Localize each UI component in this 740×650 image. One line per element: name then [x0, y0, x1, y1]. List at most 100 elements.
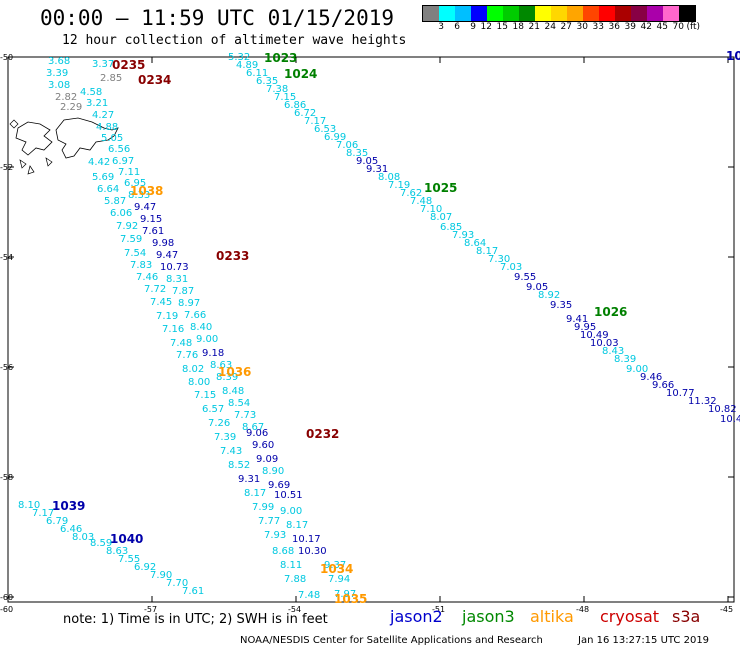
swh-value: 9.35 [550, 300, 572, 311]
swh-value: 4.42 [88, 157, 110, 168]
swh-value: 6.35 [256, 76, 278, 87]
color-scale-label: 42 [640, 22, 652, 32]
swh-value: 9.00 [626, 364, 648, 375]
swh-value: 7.17 [32, 508, 54, 519]
swh-value: 8.52 [228, 460, 250, 471]
pass-time-label: 1023 [264, 51, 297, 65]
pass-time-label: 0232 [306, 427, 339, 441]
lat-label: -54 [0, 253, 13, 262]
lon-label: -54 [288, 605, 301, 614]
swh-value: 8.63 [210, 360, 232, 371]
swh-value: 10.73 [160, 262, 189, 273]
color-scale-label: 6 [454, 22, 460, 32]
swh-value: 4.89 [236, 60, 258, 71]
swh-value: 7.15 [274, 92, 296, 103]
lat-label: -50 [0, 53, 13, 62]
pass-time-label: 1025 [424, 181, 457, 195]
swh-value: 8.35 [346, 148, 368, 159]
color-scale-label: 12 [480, 22, 492, 32]
lon-label: -48 [576, 605, 589, 614]
pass-time-label: 1040 [110, 532, 143, 546]
pass-time-label: 0233 [216, 249, 249, 263]
swh-value: 6.53 [314, 124, 336, 135]
swh-value: 7.17 [304, 116, 326, 127]
swh-value: 8.00 [188, 377, 210, 388]
swh-value: 8.17 [244, 488, 266, 499]
lon-label: -45 [720, 605, 733, 614]
swh-value: 8.17 [476, 246, 498, 257]
color-scale-label: 21 [528, 22, 540, 32]
swh-value: 7.72 [144, 284, 166, 295]
swh-value: 10.03 [590, 338, 619, 349]
swh-value: 7.19 [388, 180, 410, 191]
swh-value: 7.19 [156, 311, 178, 322]
swh-value: 9.00 [280, 506, 302, 517]
swh-value: 7.46 [136, 272, 158, 283]
swh-value: 7.38 [266, 84, 288, 95]
swh-value: 10.30 [298, 546, 327, 557]
swh-value: 6.64 [97, 184, 119, 195]
swh-value: 6.46 [60, 524, 82, 535]
swh-value: 4.88 [96, 122, 118, 133]
color-swatch [679, 6, 695, 21]
swh-value: 9.37 [324, 560, 346, 571]
swh-value: 7.93 [452, 230, 474, 241]
swh-value: 3.68 [48, 56, 70, 67]
color-scale-label: 18 [512, 22, 524, 32]
swh-value: 9.69 [268, 480, 290, 491]
color-swatch [615, 6, 631, 21]
swh-value: 5.05 [101, 133, 123, 144]
swh-value: 9.06 [246, 428, 268, 439]
west-falkland [15, 121, 53, 156]
swh-value: 9.95 [574, 322, 596, 333]
swh-value: 7.15 [194, 390, 216, 401]
swh-value: 7.99 [252, 502, 274, 513]
swh-value: 8.03 [72, 532, 94, 543]
swh-value: 7.87 [172, 286, 194, 297]
lon-label: -51 [432, 605, 445, 614]
swh-value: 6.11 [246, 68, 268, 79]
color-swatch [535, 6, 551, 21]
swh-value: 7.70 [166, 578, 188, 589]
satellite-legend-cryosat: cryosat [600, 607, 660, 626]
color-swatch [471, 6, 487, 21]
pass-time-label: 1034 [320, 562, 353, 576]
swh-value: 9.31 [238, 474, 260, 485]
swh-value: 7.11 [118, 167, 140, 178]
lat-label: -58 [0, 473, 13, 482]
swh-value: 4.58 [80, 87, 102, 98]
swh-value: 7.66 [184, 310, 206, 321]
swh-value: 7.62 [400, 188, 422, 199]
swh-value: 6.57 [202, 404, 224, 415]
swh-value: 2.29 [60, 102, 82, 113]
swh-value: 10.51 [274, 490, 303, 501]
swh-value: 5.69 [92, 172, 114, 183]
swh-value: 8.67 [242, 422, 264, 433]
lon-label: -60 [0, 605, 13, 614]
swh-value: 8.64 [464, 238, 486, 249]
swh-value: 11.32 [688, 396, 717, 407]
swh-value: 6.86 [284, 100, 306, 111]
lat-label: -56 [0, 363, 13, 372]
swh-value: 8.17 [286, 520, 308, 531]
swh-value: 7.59 [120, 234, 142, 245]
falkland-islands-coastline [9, 117, 119, 175]
swh-value: 7.93 [264, 530, 286, 541]
color-swatch [551, 6, 567, 21]
swh-value: 8.43 [602, 346, 624, 357]
swh-value: 8.40 [190, 322, 212, 333]
color-scale-bar [422, 5, 696, 22]
minor-islands [9, 119, 53, 175]
swh-value: 9.18 [202, 348, 224, 359]
satellite-legend-jason3: jason3 [462, 607, 515, 626]
swh-value: 7.77 [258, 516, 280, 527]
color-swatch [423, 6, 439, 21]
color-swatch [647, 6, 663, 21]
swh-value: 9.66 [652, 380, 674, 391]
swh-value: 8.63 [106, 546, 128, 557]
swh-value: 7.30 [488, 254, 510, 265]
color-swatch [519, 6, 535, 21]
swh-value: 8.90 [262, 466, 284, 477]
swh-value: 2.82 [55, 92, 77, 103]
